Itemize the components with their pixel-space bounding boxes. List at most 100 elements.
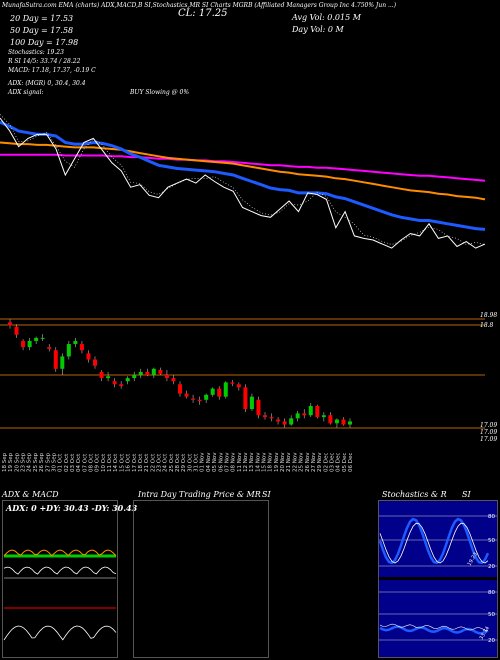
mr-panel-title: Intra Day Trading Price & MR [138,490,261,499]
close-dotted-line [0,114,486,245]
date-tick-label: 30 Oct [187,453,193,472]
candle-body [256,399,261,416]
candle-body [204,394,209,400]
adx-panel-title: ADX & MACD [2,490,59,499]
date-tick-label: 26 Nov [305,452,311,472]
date-tick-label: 01 Nov [200,452,206,472]
date-tick-label: 18 Sep [2,452,8,472]
date-tick-label: 14 Oct [113,453,119,472]
date-tick-label: 19 Sep [8,452,14,472]
candle-body [60,356,65,369]
rsi-level-label: 80 [488,590,495,596]
date-tick-label: 09 Oct [95,453,101,472]
date-tick-label: 24 Sep [27,452,33,472]
candle-body [197,399,202,401]
candle-body [151,368,156,375]
candle-body [308,405,313,416]
candle-body [158,370,163,374]
date-tick-label: 12 Nov [243,452,249,472]
candle-body [138,371,143,375]
mr-panel [133,500,269,658]
stoch-level-label: 80 [488,514,495,520]
candle-body [341,419,346,425]
mr-panel-si: SI [262,490,271,499]
candle-body [14,326,19,335]
date-tick-label: 10 Oct [101,453,107,472]
candle-body [348,421,352,425]
date-tick-label: 03 Dec [330,453,336,472]
date-tick-label: 02 Dec [323,453,329,472]
candle-body [321,415,326,418]
candle-body [217,388,222,397]
header-top-line: MunafaSutra.com EMA (charts) ADX,MACD,B … [2,2,397,9]
candle-body [21,340,26,348]
adx-label: ADX: (MGR) 0, 30.4, 30.4 [8,80,86,87]
candle-body [334,419,339,424]
date-tick-label: 14 Nov [255,452,261,472]
adx-signal-label: ADX signal: [8,89,44,96]
date-tick-label: 04 Dec [336,453,342,472]
date-tick-label: 06 Nov [218,452,224,472]
rsi-background [379,580,497,657]
candle-body [191,398,196,400]
stoch-background [379,501,497,577]
date-tick-label: 17 Oct [132,453,138,472]
date-tick-label: 08 Oct [89,453,95,472]
candle-body [73,340,78,345]
date-tick-label: 11 Nov [237,452,243,472]
candle-body [249,396,254,410]
price-label-bot1: 17.09 [480,422,498,429]
candle-body [164,375,169,379]
candle-body [276,419,281,422]
date-tick-label: 22 Oct [150,453,156,472]
ema20-line [0,120,486,231]
stoch-panel-si: SI [462,490,471,499]
candle-body [93,359,97,366]
date-tick-label: 23 Oct [157,453,163,472]
candle-body [99,371,104,379]
date-tick-label: 21 Nov [286,452,292,472]
stoch-panel-title: Stochastics & R [382,490,447,499]
macd-signal-line [3,625,117,641]
avg-volume: Avg Vol: 0.015 M [292,13,361,22]
stoch-d-line [379,522,489,564]
candle-body [125,378,130,382]
candle-body [178,384,182,394]
price-label-top2: 18.8 [480,322,494,329]
date-tick-label: 25 Nov [299,452,305,472]
candle-body [145,371,150,375]
adx-values: ADX: 0 +DY: 30.43 -DY: 30.43 [6,503,138,513]
candle-body [289,418,294,425]
price-label-bot2: 17.09 [480,429,498,436]
candle-body [230,382,235,384]
candle-body [27,340,32,348]
candle-body [282,421,287,425]
date-tick-label: 28 Oct [175,453,181,472]
date-tick-label: 22 Nov [292,452,298,472]
rsi-level-label: 20 [488,638,495,644]
date-tick-label: 15 Oct [119,453,125,472]
adx-orange-line [3,549,117,557]
date-tick-label: 31 Oct [194,453,200,472]
rsi-level-label: 50 [488,612,495,618]
candle-body [236,384,241,388]
candle-body [106,376,111,379]
date-tick-label: 27 Sep [45,452,51,472]
candle-body [40,337,45,339]
close-price-line [0,117,486,249]
ema50-line [0,141,486,201]
date-tick-label: 20 Sep [14,452,20,472]
close-label: CL: 17.25 [178,8,228,19]
date-tick-label: 25 Sep [33,452,39,472]
candle-body [47,347,52,349]
candle-body [315,405,320,418]
date-tick-label: 08 Nov [231,452,237,472]
candle-body [302,413,307,416]
ema50-label: 50 Day = 17.58 [10,26,74,35]
day-volume: Day Vol: 0 M [292,25,344,34]
candle-body [132,375,137,379]
rsi-line [379,625,489,635]
candle-body [263,415,267,418]
date-tick-label: 11 Oct [107,453,113,472]
